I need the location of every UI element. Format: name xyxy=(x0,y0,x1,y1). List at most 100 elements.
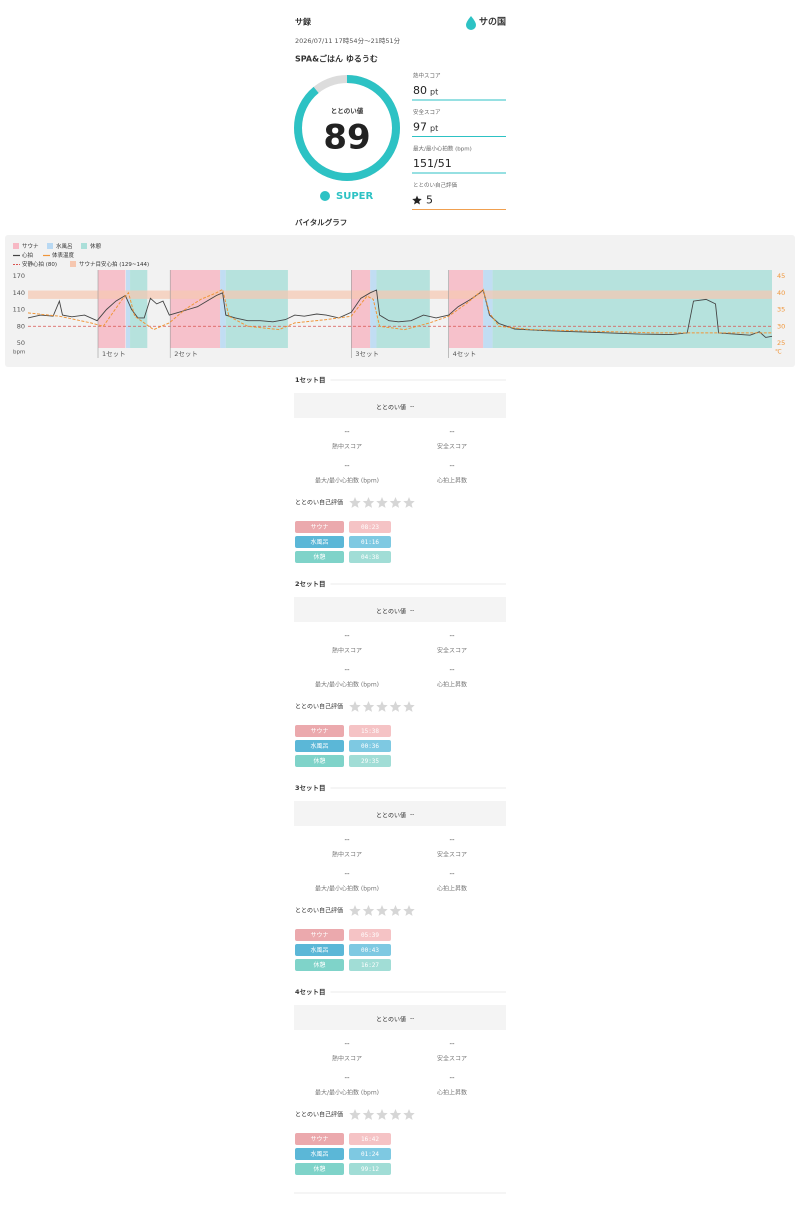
time-value: 04:38 xyxy=(361,554,379,561)
rating-star xyxy=(376,497,388,508)
time-value-pill xyxy=(349,521,391,533)
facility: SPA&ごはん ゆるうむ xyxy=(295,54,378,64)
totonoi-value: -- xyxy=(410,404,414,411)
phase-band xyxy=(125,270,131,348)
y2-tick-label: 25 xyxy=(777,339,785,347)
score-value: 151/51 xyxy=(413,157,452,170)
rating-star xyxy=(376,905,388,916)
rating-star xyxy=(389,701,402,712)
stat-value: -- xyxy=(449,836,455,844)
time-label-pill xyxy=(295,755,344,767)
stat-label: 最大/最小心拍数 (bpm) xyxy=(315,1089,379,1097)
totonoi-value: -- xyxy=(410,608,414,615)
time-label: 休憩 xyxy=(313,553,325,561)
legend-swatch xyxy=(13,243,19,249)
totonoi-box xyxy=(294,801,506,826)
stat-value: -- xyxy=(344,1040,350,1048)
page-title: サ録 xyxy=(295,17,312,27)
y-unit: bpm xyxy=(13,350,25,356)
legend-swatch xyxy=(81,243,87,249)
time-label-pill xyxy=(295,1133,344,1145)
stat-value: -- xyxy=(344,870,350,878)
rating-star xyxy=(362,497,375,508)
y-tick-label: 170 xyxy=(13,272,25,280)
time-value-pill xyxy=(349,740,391,752)
set-title: 3セット目 xyxy=(295,784,326,792)
legend-label: サウナ目安心拍 (129~144) xyxy=(79,260,149,268)
phase-band xyxy=(448,270,484,348)
phase-band xyxy=(98,270,126,348)
time-value-pill xyxy=(349,725,391,737)
score-unit: pt xyxy=(430,88,438,97)
rank-icon xyxy=(320,191,330,201)
y2-tick-label: 35 xyxy=(777,306,785,314)
rating-star xyxy=(362,905,375,916)
time-label-pill xyxy=(295,944,344,956)
time-value-pill xyxy=(349,959,391,971)
stat-label: 熱中スコア xyxy=(332,443,362,451)
stat-value: -- xyxy=(449,462,455,470)
time-label: 水風呂 xyxy=(310,946,328,954)
totonoi-value: -- xyxy=(410,812,414,819)
stat-value: -- xyxy=(449,870,455,878)
set-title: 2セット目 xyxy=(295,580,326,588)
phase-band xyxy=(170,270,221,348)
stat-value: -- xyxy=(344,1074,350,1082)
totonoi-box xyxy=(294,393,506,418)
phase-band xyxy=(376,270,430,348)
score-value: 97 xyxy=(413,121,427,134)
rating-star xyxy=(389,497,402,508)
time-label: サウナ xyxy=(310,727,328,735)
phase-band xyxy=(351,270,371,348)
set-marker-label: 4セット xyxy=(453,350,477,358)
y2-tick-label: 30 xyxy=(777,322,785,330)
y-tick-label: 50 xyxy=(17,339,25,347)
phase-band xyxy=(225,270,288,348)
time-value: 16:27 xyxy=(361,962,379,969)
legend-swatch xyxy=(47,243,53,249)
time-label-pill xyxy=(295,959,344,971)
legend-label: 心拍 xyxy=(22,251,33,259)
rank: SUPER xyxy=(336,191,373,202)
set-marker-label: 2セット xyxy=(174,350,198,358)
time-label-pill xyxy=(295,740,344,752)
legend-label: 体表温度 xyxy=(52,251,75,259)
time-label: サウナ xyxy=(310,523,328,531)
rating-star xyxy=(362,701,375,712)
score-label: 熱中スコア xyxy=(413,72,441,80)
stat-label: 最大/最小心拍数 (bpm) xyxy=(315,885,379,893)
time-label: サウナ xyxy=(310,1135,328,1143)
totonoi-box xyxy=(294,1005,506,1030)
time-value: 29:35 xyxy=(361,758,379,765)
totonoi-box xyxy=(294,597,506,622)
set-marker-label: 3セット xyxy=(355,350,379,358)
phase-band xyxy=(220,270,226,348)
stat-value: -- xyxy=(449,1074,455,1082)
time-label: 休憩 xyxy=(313,961,325,969)
time-value: 01:24 xyxy=(361,1151,379,1158)
time-label-pill xyxy=(295,1163,344,1175)
rating-star xyxy=(362,1109,375,1120)
stat-label: 熱中スコア xyxy=(332,1055,362,1063)
rating-star xyxy=(389,905,402,916)
y-tick-label: 140 xyxy=(13,289,25,297)
logo: サの国 xyxy=(479,17,506,28)
time-label: 休憩 xyxy=(313,757,325,765)
stat-value: -- xyxy=(344,428,350,436)
stat-value: -- xyxy=(344,462,350,470)
rating-star xyxy=(349,905,361,916)
y-tick-label: 110 xyxy=(13,306,25,314)
stat-label: 心拍上昇数 xyxy=(437,885,467,893)
score-value: 5 xyxy=(426,194,433,207)
stat-value: -- xyxy=(344,632,350,640)
time-label: 休憩 xyxy=(313,1165,325,1173)
stat-label: 心拍上昇数 xyxy=(437,681,467,689)
rating-star xyxy=(349,701,361,712)
time-value-pill xyxy=(349,1133,391,1145)
time-label-pill xyxy=(295,551,344,563)
phase-band xyxy=(492,270,772,348)
time-value-pill xyxy=(349,944,391,956)
set-title: 1セット目 xyxy=(295,376,326,384)
